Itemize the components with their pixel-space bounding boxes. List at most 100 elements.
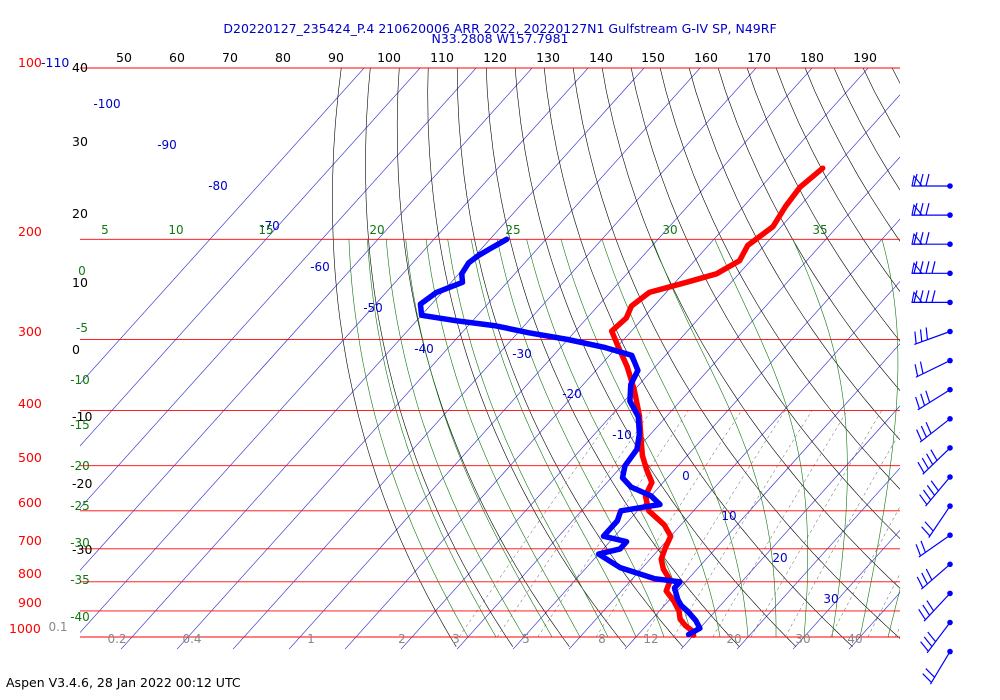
wind-barb	[911, 261, 953, 277]
wind-barb-shaft	[917, 447, 951, 475]
mixing-ratio-label: 5	[522, 632, 530, 646]
wind-barb	[915, 386, 953, 411]
pressure-tick-label: 400	[18, 396, 42, 411]
mixing-ratio-line	[784, 431, 900, 638]
wind-barb	[916, 561, 953, 590]
wind-barb-feather	[913, 202, 918, 216]
wind-barb	[916, 416, 953, 443]
wind-barb-feather	[925, 232, 930, 245]
moist-adiabat-label: -25	[70, 499, 90, 513]
isotherm-line	[736, 467, 900, 650]
wind-barb	[920, 619, 953, 654]
mixing-ratio-label: 8	[598, 632, 606, 646]
isotherm-line	[680, 405, 900, 650]
dry-adiabat-line	[427, 68, 627, 647]
wind-barb	[919, 474, 953, 507]
wind-barb-feather	[916, 429, 923, 442]
dry-adiabat-label: -60	[310, 260, 330, 274]
top-axis-tick: 90	[328, 50, 344, 65]
wind-barb	[915, 532, 953, 558]
wind-barb-feather	[925, 202, 930, 216]
pressure-tick-value: 500	[18, 450, 42, 465]
pressure-tick-value: 800	[18, 566, 42, 581]
wind-barb-staff	[914, 330, 951, 346]
wind-barb-feather	[927, 631, 937, 643]
dry-adiabat-line	[332, 68, 457, 647]
top-axis-tick: 50	[116, 50, 132, 65]
pressure-tick-label: 800	[18, 566, 42, 581]
dry-adiabat-line	[601, 68, 900, 589]
temperature-profile	[608, 165, 826, 639]
wind-barb-feather	[925, 390, 931, 403]
wind-barb-feather	[914, 364, 919, 377]
top-axis-tick: 170	[747, 50, 771, 65]
wind-barb-feather	[930, 480, 939, 492]
wind-barb-shaft	[920, 622, 951, 654]
wind-barb-shaft	[915, 389, 951, 411]
moist-adiabat-label: 5	[101, 223, 109, 237]
wind-barb	[921, 503, 953, 538]
top-axis-tick: 100	[377, 50, 401, 65]
isotherm-line	[80, 68, 477, 509]
moist-adiabat-line	[859, 239, 899, 638]
pressure-tick-label: 600	[18, 495, 42, 510]
dry-adiabat-line	[804, 68, 900, 242]
wind-barb-staff	[928, 505, 951, 538]
wind-barb-feather	[914, 331, 917, 344]
moist-adiabat-label: 15	[258, 223, 273, 237]
moist-adiabat-line	[916, 239, 1000, 637]
wind-barb-pennant	[911, 291, 924, 303]
wind-barb-shaft	[911, 232, 950, 245]
mixing-ratio-label: 3	[452, 632, 460, 646]
wind-barb-feather	[925, 261, 930, 274]
mixing-ratio-label: 0.4	[182, 632, 201, 646]
mixing-ratio-line	[496, 410, 652, 638]
dry-adiabat-line	[943, 55, 1000, 646]
inner-left-tick: 10	[72, 275, 88, 290]
wind-barb-feather	[921, 457, 929, 470]
moist-adiabat-label: -40	[70, 610, 90, 624]
top-axis-tick-left: 40	[72, 60, 88, 75]
mixing-ratio-label: 40	[847, 632, 862, 646]
mixing-ratio-label: 20	[726, 632, 741, 646]
isotherm-line	[80, 68, 365, 385]
pressure-tick-label: 500	[18, 450, 42, 465]
moist-adiabat-line	[385, 239, 525, 638]
pressure-tick-label: 200	[18, 224, 42, 239]
wind-barb	[914, 357, 953, 378]
background-lines	[80, 55, 1000, 650]
wind-barb-shaft	[914, 327, 951, 346]
wind-barb-feather	[920, 425, 927, 438]
dry-adiabat-label: 10	[721, 509, 736, 523]
moist-adiabat-label: 30	[662, 223, 677, 237]
pressure-tick-main: 100	[18, 55, 42, 70]
wind-barb-feather	[915, 544, 922, 557]
dry-adiabat-line	[971, 55, 1000, 646]
dry-adiabat-label: -30	[512, 347, 532, 361]
moist-adiabat-label: 25	[505, 223, 520, 237]
wind-barb-staff	[917, 389, 951, 411]
moist-adiabat-line	[425, 239, 581, 638]
wind-barb	[911, 173, 953, 189]
wind-barb-staff	[922, 447, 951, 475]
wind-barb-feather	[925, 422, 932, 434]
pressure-tick-value: 200	[18, 224, 42, 239]
wind-barb-staff	[923, 592, 951, 622]
dry-adiabat-line	[396, 68, 570, 647]
mixing-ratio-label: 2	[398, 632, 406, 646]
wind-barb-feather	[920, 540, 926, 553]
wind-barb-staff	[926, 622, 951, 654]
dry-adiabat-line	[456, 68, 683, 647]
wind-barb-feather	[913, 261, 918, 274]
wind-barb-feather	[913, 173, 918, 187]
wind-barb-shaft	[914, 360, 951, 378]
wind-barb-feather	[919, 494, 928, 505]
wind-barb-feather	[922, 489, 932, 501]
chart-title: D20220127_235424_P.4 210620006 ARR 2022,…	[223, 21, 777, 36]
wind-barb-shaft	[918, 592, 951, 622]
mixing-ratio-label: 0.1	[48, 620, 67, 634]
moist-adiabat-line	[792, 239, 848, 638]
wind-barb-feather	[920, 393, 926, 406]
dry-adiabat-label: -50	[363, 301, 383, 315]
